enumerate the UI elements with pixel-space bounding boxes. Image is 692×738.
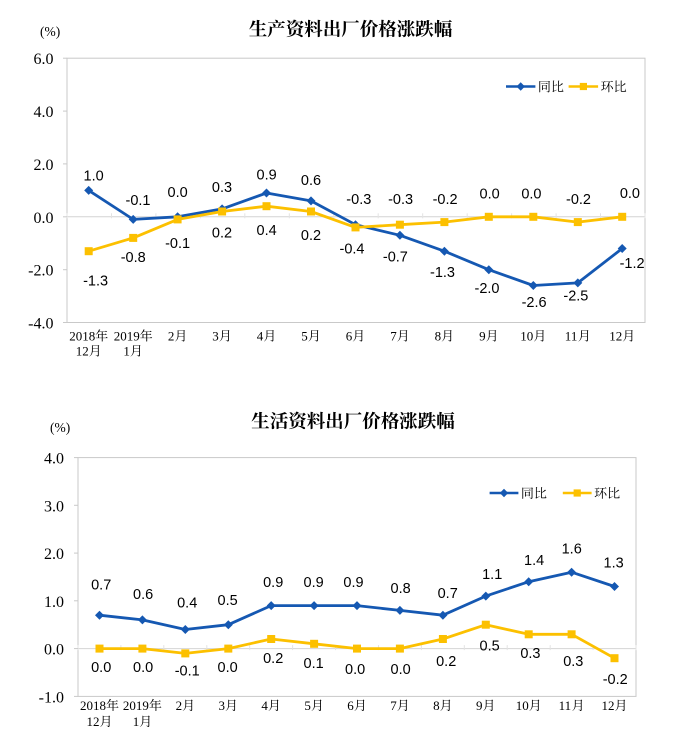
- svg-text:0.2: 0.2: [212, 226, 232, 242]
- svg-text:0.0: 0.0: [168, 185, 188, 201]
- svg-text:0.3: 0.3: [212, 180, 232, 196]
- svg-text:2018: 2018: [69, 329, 95, 344]
- svg-text:0.0: 0.0: [391, 662, 411, 678]
- svg-text:6: 6: [347, 698, 354, 713]
- svg-text:3: 3: [212, 329, 219, 344]
- svg-text:0.6: 0.6: [301, 173, 321, 189]
- svg-text:0.0: 0.0: [44, 642, 64, 659]
- svg-text:8: 8: [433, 698, 440, 713]
- svg-text:0.0: 0.0: [218, 660, 238, 676]
- svg-text:2: 2: [176, 698, 183, 713]
- svg-text:9: 9: [479, 329, 486, 344]
- svg-text:0.7: 0.7: [91, 578, 111, 594]
- svg-text:-1.2: -1.2: [620, 256, 645, 272]
- svg-text:2019: 2019: [123, 698, 149, 713]
- svg-text:2: 2: [168, 329, 175, 344]
- svg-text:0.0: 0.0: [521, 187, 541, 203]
- svg-text:5: 5: [301, 329, 308, 344]
- svg-text:-2.5: -2.5: [563, 289, 588, 305]
- svg-text:-0.1: -0.1: [175, 664, 200, 680]
- svg-text:9: 9: [476, 698, 483, 713]
- svg-text:10: 10: [520, 329, 533, 344]
- svg-text:0.9: 0.9: [304, 575, 324, 591]
- svg-text:0.4: 0.4: [177, 596, 197, 612]
- svg-text:0.6: 0.6: [133, 587, 153, 603]
- svg-text:0.5: 0.5: [218, 593, 238, 609]
- svg-text:0.0: 0.0: [345, 662, 365, 678]
- svg-text:-1.0: -1.0: [39, 689, 64, 706]
- svg-text:10: 10: [516, 698, 529, 713]
- svg-text:6: 6: [346, 329, 353, 344]
- svg-text:0.0: 0.0: [91, 660, 111, 676]
- svg-text:2019: 2019: [114, 329, 140, 344]
- svg-text:-2.0: -2.0: [475, 281, 500, 297]
- svg-text:-0.1: -0.1: [165, 236, 190, 252]
- svg-text:0.1: 0.1: [304, 656, 324, 672]
- svg-text:5: 5: [304, 698, 311, 713]
- svg-text:11: 11: [559, 698, 572, 713]
- svg-text:12: 12: [602, 698, 615, 713]
- svg-text:4.0: 4.0: [44, 451, 64, 468]
- svg-text:0.9: 0.9: [263, 575, 283, 591]
- svg-text:3.0: 3.0: [44, 498, 64, 515]
- svg-text:(%): (%): [50, 420, 70, 435]
- svg-text:1.3: 1.3: [604, 556, 624, 572]
- svg-text:-0.3: -0.3: [388, 192, 413, 208]
- svg-text:0.7: 0.7: [438, 586, 458, 602]
- svg-text:1: 1: [133, 714, 140, 729]
- svg-text:-0.3: -0.3: [346, 192, 371, 208]
- svg-text:6.0: 6.0: [34, 51, 54, 68]
- svg-text:0.2: 0.2: [263, 651, 283, 667]
- svg-text:7: 7: [390, 698, 397, 713]
- svg-text:12: 12: [609, 329, 622, 344]
- svg-text:-2.6: -2.6: [522, 295, 547, 311]
- svg-text:0.9: 0.9: [343, 575, 363, 591]
- svg-text:0.3: 0.3: [563, 654, 583, 670]
- svg-text:1.0: 1.0: [84, 169, 104, 185]
- svg-text:-0.2: -0.2: [433, 192, 458, 208]
- svg-text:4: 4: [261, 698, 268, 713]
- svg-text:12: 12: [76, 344, 89, 359]
- svg-text:-0.4: -0.4: [340, 242, 365, 258]
- svg-text:2.0: 2.0: [34, 157, 54, 174]
- svg-text:-0.1: -0.1: [126, 193, 151, 209]
- svg-text:0.3: 0.3: [520, 646, 540, 662]
- svg-text:0.8: 0.8: [391, 581, 411, 597]
- svg-text:0.0: 0.0: [133, 660, 153, 676]
- svg-text:-0.7: -0.7: [383, 249, 408, 265]
- svg-text:8: 8: [435, 329, 442, 344]
- svg-text:0.0: 0.0: [34, 210, 54, 227]
- svg-text:11: 11: [565, 329, 578, 344]
- svg-text:7: 7: [390, 329, 397, 344]
- svg-text:1.0: 1.0: [44, 594, 64, 611]
- svg-text:4: 4: [257, 329, 264, 344]
- svg-text:-2.0: -2.0: [28, 263, 53, 280]
- svg-text:1.6: 1.6: [562, 542, 582, 558]
- svg-text:1.1: 1.1: [482, 567, 502, 583]
- svg-text:0.9: 0.9: [257, 168, 277, 184]
- svg-text:0.2: 0.2: [436, 654, 456, 670]
- svg-text:0.4: 0.4: [257, 223, 277, 239]
- svg-text:-1.3: -1.3: [430, 265, 455, 281]
- svg-text:2018: 2018: [80, 698, 106, 713]
- svg-text:0.2: 0.2: [301, 228, 321, 244]
- svg-text:-1.3: -1.3: [83, 274, 108, 290]
- svg-text:-4.0: -4.0: [28, 316, 53, 333]
- svg-text:-0.8: -0.8: [121, 250, 146, 266]
- svg-text:1: 1: [123, 344, 129, 359]
- svg-text:3: 3: [219, 698, 226, 713]
- svg-text:0.0: 0.0: [480, 187, 500, 203]
- svg-text:4.0: 4.0: [34, 104, 54, 121]
- svg-text:2.0: 2.0: [44, 546, 64, 563]
- svg-text:0.5: 0.5: [480, 638, 500, 654]
- svg-text:-0.2: -0.2: [566, 192, 591, 208]
- svg-text:1.4: 1.4: [524, 553, 544, 569]
- svg-text:(%): (%): [40, 24, 60, 39]
- svg-text:0.0: 0.0: [620, 186, 640, 202]
- svg-text:12: 12: [87, 714, 100, 729]
- svg-text:-0.2: -0.2: [603, 672, 628, 688]
